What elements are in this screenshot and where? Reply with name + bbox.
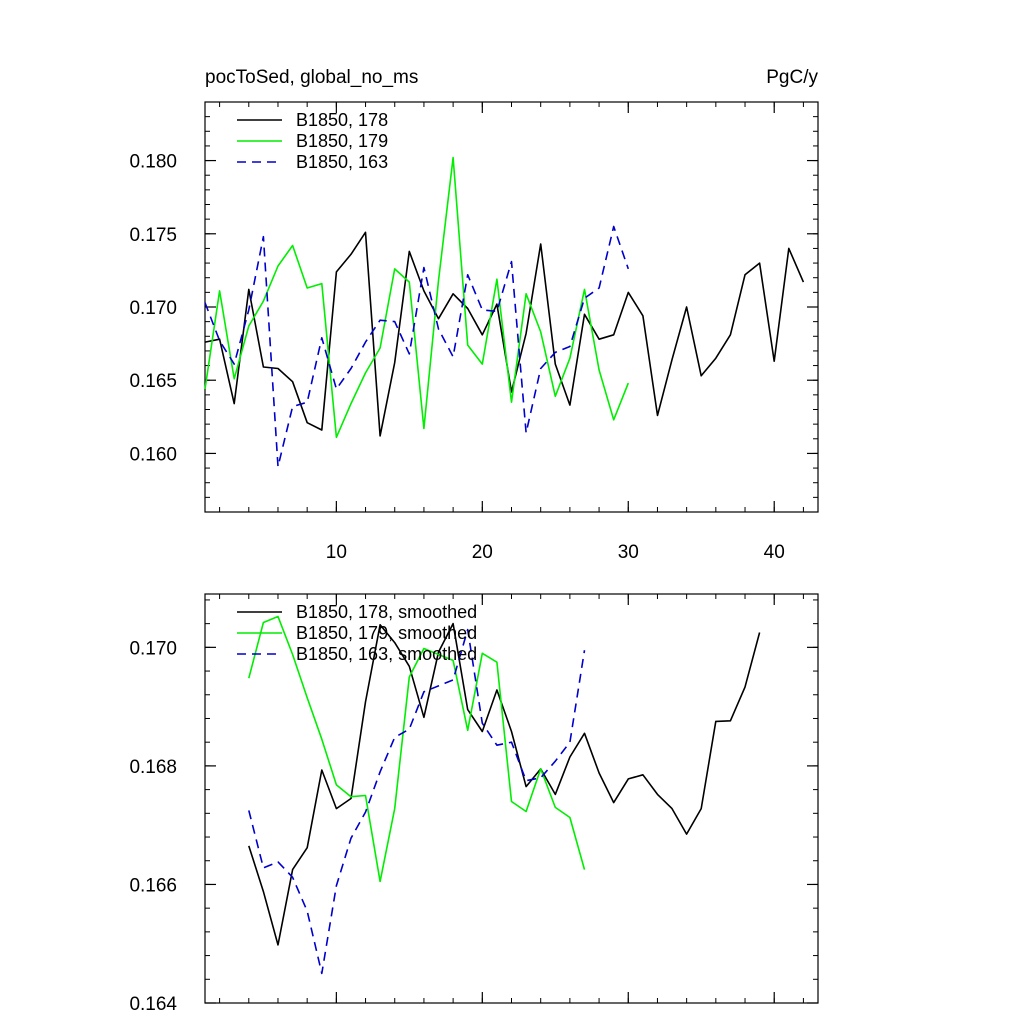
legend-label: B1850, 179, smoothed [296, 623, 477, 643]
x-tick-label: 40 [764, 542, 785, 563]
series-line-2 [248, 615, 586, 883]
y-tick-label: 0.164 [129, 994, 177, 1015]
series-line-3 [248, 628, 586, 975]
y-tick-label: 0.170 [129, 638, 177, 659]
y-tick-label: 0.166 [129, 875, 177, 896]
y-tick-label: 0.180 [129, 152, 177, 173]
legend-label: B1850, 178, smoothed [296, 602, 477, 622]
y-tick-label: 0.160 [129, 444, 177, 465]
y-tick-label: 0.168 [129, 757, 177, 778]
legend-label: B1850, 179 [296, 131, 388, 151]
chart-units: PgC/y [766, 67, 818, 88]
legend-label: B1850, 163 [296, 152, 388, 172]
chart-panel-2: 0.164 0.166 0.168 0.170 B1850, 178, smoothed… [129, 593, 819, 1015]
legend-label: B1850, 163, smoothed [296, 644, 477, 664]
series-line-2 [204, 156, 630, 439]
x-tick-label: 10 [326, 542, 347, 563]
x-tick-label: 30 [618, 542, 639, 563]
legend-label: B1850, 178 [296, 110, 388, 130]
series-line-1 [204, 231, 805, 437]
y-tick-label: 0.170 [129, 298, 177, 319]
chart-title: pocToSed, global_no_ms [205, 67, 418, 88]
series-line-3 [204, 225, 630, 468]
x-tick-label: 20 [472, 542, 493, 563]
chart-panel-1: 0.160 0.165 0.170 0.175 0.180 10 20 30 40 pocToSe… [129, 67, 819, 563]
series-line-1 [248, 622, 761, 946]
y-tick-label: 0.175 [129, 225, 177, 246]
y-tick-label: 0.165 [129, 371, 177, 392]
